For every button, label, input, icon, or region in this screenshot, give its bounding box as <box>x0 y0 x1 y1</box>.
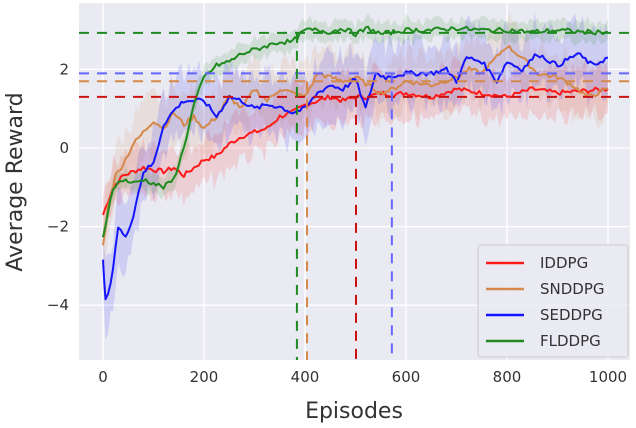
y-axis-ticks: −4 −2 0 2 <box>47 60 69 314</box>
convergence-reference-lines <box>79 31 630 360</box>
x-tick-label: 600 <box>392 368 421 386</box>
legend-label: SEDDPG <box>540 306 603 324</box>
band-snddpg <box>103 11 608 275</box>
line-snddpg <box>102 45 609 246</box>
x-axis-ticks: 0 200 400 600 800 1000 <box>98 368 627 386</box>
x-tick-label: 1000 <box>589 368 627 386</box>
y-tick-label: −2 <box>47 218 69 236</box>
y-tick-label: 2 <box>59 60 69 78</box>
series-lines <box>102 25 609 301</box>
x-tick-label: 400 <box>291 368 320 386</box>
band-seddpg <box>103 11 608 340</box>
y-tick-label: −4 <box>47 296 69 314</box>
line-seddpg <box>102 52 609 301</box>
band-iddpg <box>103 55 608 238</box>
y-tick-label: 0 <box>59 139 69 157</box>
legend-box <box>477 244 629 358</box>
x-axis-label: Episodes <box>305 399 403 424</box>
legend: IDDPG SNDDPG SEDDPG FLDDPG <box>477 244 629 358</box>
x-tick-label: 0 <box>98 368 108 386</box>
band-flddpg <box>103 13 608 247</box>
legend-label: FLDDPG <box>540 332 601 350</box>
line-flddpg <box>102 25 608 238</box>
confidence-bands <box>103 11 608 340</box>
y-axis-label: Average Reward <box>3 92 28 271</box>
x-tick-label: 200 <box>190 368 219 386</box>
legend-label: IDDPG <box>540 254 588 272</box>
x-tick-label: 800 <box>493 368 522 386</box>
legend-label: SNDDPG <box>540 280 605 298</box>
